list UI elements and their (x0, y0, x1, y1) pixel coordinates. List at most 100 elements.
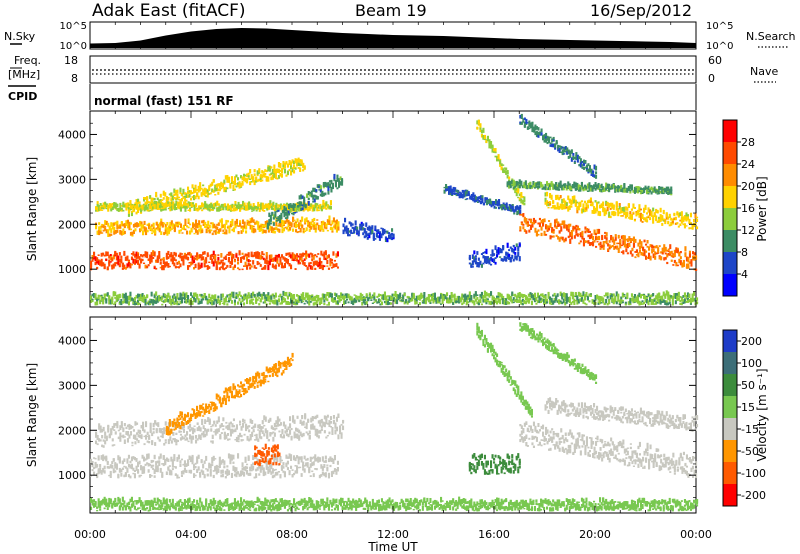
echo-cell (652, 187, 655, 192)
echo-cell (570, 149, 573, 154)
echo-cell (184, 228, 187, 231)
echo-cell (239, 208, 242, 212)
echo-cell (603, 207, 606, 213)
echo-cell (316, 206, 319, 212)
echo-cell (243, 202, 246, 207)
echo-cell (96, 301, 99, 306)
echo-cell (301, 195, 304, 199)
echo-cell (682, 301, 685, 304)
echo-cell (544, 192, 547, 197)
echo-cell (261, 174, 264, 179)
echo-cell (641, 215, 644, 219)
echo-cell (311, 258, 314, 262)
echo-cell (270, 166, 273, 169)
echo-cell (348, 230, 351, 233)
echo-cell (592, 170, 595, 174)
echo-cell (329, 223, 332, 226)
echo-cell (618, 205, 621, 210)
echo-cell (560, 226, 563, 232)
echo-cell (505, 251, 508, 256)
echo-cell (237, 267, 240, 270)
echo-cell (308, 262, 311, 266)
echo-cell (263, 210, 266, 212)
echo-cell (124, 472, 127, 476)
echo-cell (685, 225, 688, 227)
echo-cell (679, 256, 682, 260)
echo-cell (297, 202, 300, 204)
echo-cell (553, 292, 556, 297)
echo-cell (673, 249, 676, 254)
echo-cell (676, 293, 679, 296)
echo-cell (261, 170, 264, 174)
echo-cell (96, 473, 99, 477)
echo-cell (502, 295, 505, 299)
echo-cell (551, 235, 554, 238)
echo-cell (277, 263, 280, 267)
echo-cell (350, 296, 353, 299)
echo-cell (535, 302, 538, 305)
echo-cell (463, 193, 466, 198)
echo-cell (169, 224, 172, 230)
echo-cell (609, 207, 612, 210)
echo-cell (649, 187, 652, 191)
echo-cell (93, 251, 96, 256)
echo-cell (108, 466, 111, 469)
echo-cell (138, 296, 141, 301)
echo-cell (298, 201, 301, 207)
echo-cell (352, 300, 355, 306)
echo-cell (671, 300, 674, 306)
echo-cell (546, 141, 549, 145)
echo-cell (208, 298, 211, 301)
echo-cell (225, 206, 228, 211)
echo-cell (323, 222, 326, 228)
echo-cell (468, 262, 471, 265)
echo-cell (149, 209, 152, 212)
echo-cell (480, 253, 483, 255)
echo-cell (522, 120, 525, 123)
echo-cell (96, 201, 99, 206)
echo-cell (666, 253, 669, 258)
echo-cell (110, 207, 113, 210)
echo-cell (600, 203, 603, 207)
echo-cell (267, 204, 270, 210)
echo-cell (185, 256, 188, 260)
echo-cell (421, 294, 424, 298)
echo-cell (574, 292, 577, 296)
echo-cell (164, 205, 167, 208)
echo-cell (326, 298, 329, 302)
echo-cell (299, 163, 302, 167)
echo-cell (107, 204, 110, 210)
echo-cell (626, 296, 629, 300)
echo-cell (323, 256, 326, 260)
echo-cell (199, 185, 202, 190)
echo-cell (397, 294, 400, 299)
echo-cell (134, 228, 137, 232)
echo-cell (473, 293, 476, 298)
echo-cell (183, 197, 186, 201)
echo-cell (630, 208, 633, 211)
echo-cell (136, 202, 139, 208)
echo-cell (665, 300, 668, 303)
echo-cell (207, 206, 210, 210)
echo-cell (275, 206, 278, 209)
echo-cell (156, 299, 159, 303)
echo-cell (296, 164, 299, 167)
echo-cell (528, 127, 531, 130)
echo-cell (232, 207, 235, 212)
echo-cell (670, 192, 673, 196)
echo-cell (682, 217, 685, 223)
echo-cell (130, 211, 133, 217)
echo-cell (187, 201, 190, 206)
echo-cell (545, 225, 548, 230)
echo-cell (649, 209, 652, 213)
echo-cell (258, 252, 261, 257)
echo-cell (590, 168, 593, 174)
echo-cell (623, 244, 626, 248)
echo-cell (408, 299, 411, 303)
echo-cell (589, 294, 592, 297)
echo-cell (206, 252, 209, 257)
echo-cell (221, 185, 224, 189)
echo-cell (326, 260, 329, 265)
echo-cell (320, 264, 323, 269)
echo-cell (668, 188, 671, 192)
